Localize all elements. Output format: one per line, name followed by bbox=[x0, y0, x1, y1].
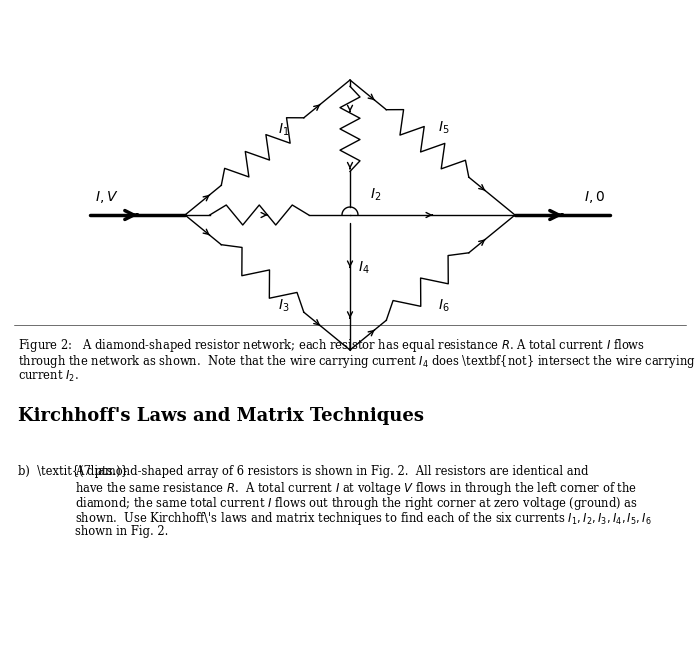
Text: $I_6$: $I_6$ bbox=[438, 297, 449, 314]
Text: shown.  Use Kirchhoff\'s laws and matrix techniques to find each of the six curr: shown. Use Kirchhoff\'s laws and matrix … bbox=[75, 510, 652, 527]
Text: Figure 2:   A diamond-shaped resistor network; each resistor has equal resistanc: Figure 2: A diamond-shaped resistor netw… bbox=[18, 337, 645, 354]
Text: A diamond-shaped array of 6 resistors is shown in Fig. 2.  All resistors are ide: A diamond-shaped array of 6 resistors is… bbox=[75, 465, 589, 478]
Text: $I, V$: $I, V$ bbox=[95, 189, 118, 205]
Text: current $I_2$.: current $I_2$. bbox=[18, 369, 79, 384]
Text: $I, 0$: $I, 0$ bbox=[584, 189, 605, 205]
Text: shown in Fig. 2.: shown in Fig. 2. bbox=[75, 525, 169, 538]
Text: $I_3$: $I_3$ bbox=[277, 297, 289, 314]
Text: $I_5$: $I_5$ bbox=[438, 119, 449, 135]
Text: $I_4$: $I_4$ bbox=[358, 260, 370, 277]
Text: $I_2$: $I_2$ bbox=[370, 186, 382, 203]
Text: Kirchhoff's Laws and Matrix Techniques: Kirchhoff's Laws and Matrix Techniques bbox=[18, 407, 424, 425]
Text: have the same resistance $R$.  A total current $I$ at voltage $V$ flows in throu: have the same resistance $R$. A total cu… bbox=[75, 480, 637, 497]
Text: through the network as shown.  Note that the wire carrying current $I_4$ does \t: through the network as shown. Note that … bbox=[18, 353, 696, 370]
Text: b)  \textit{(7 pts.)}: b) \textit{(7 pts.)} bbox=[18, 465, 128, 478]
Text: $I_1$: $I_1$ bbox=[277, 121, 289, 137]
Text: diamond; the same total current $I$ flows out through the right corner at zero v: diamond; the same total current $I$ flow… bbox=[75, 495, 638, 512]
